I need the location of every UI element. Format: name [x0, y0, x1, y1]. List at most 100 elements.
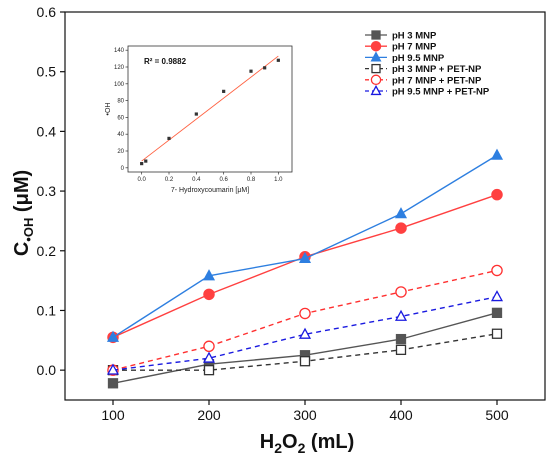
x-axis-title: H2O2 (mL) [260, 431, 355, 456]
series-3 [106, 148, 504, 342]
series-4 [107, 328, 503, 376]
data-point [394, 207, 408, 219]
data-point [491, 188, 503, 201]
x-axis-title-sub2: 2 [298, 440, 306, 456]
data-point [395, 344, 407, 356]
inset-plot: 0.0 0.2 0.4 0.6 0.8 1.0 0 20 40 60 80 100 120 140 R² =… [105, 45, 293, 194]
x-tick-label: 500 [485, 407, 509, 423]
inset-data-point [222, 89, 226, 93]
legend-label: pH 3 MNP [392, 31, 437, 42]
data-point [490, 290, 504, 302]
legend-item: pH 7 MNP [365, 40, 437, 53]
inset-data-point [167, 136, 171, 140]
data-point [490, 148, 504, 160]
data-point [202, 269, 216, 281]
legend-marker [371, 30, 381, 40]
inset-y-tick-label: 0 [121, 166, 125, 172]
data-point [203, 288, 215, 301]
series-6 [106, 290, 504, 375]
inset-y-tick-label: 100 [114, 82, 125, 88]
inset-data-point [249, 69, 253, 73]
data-point [298, 327, 312, 339]
x-axis-title-sub: 2 [274, 440, 282, 456]
inset-fit-line [141, 55, 279, 162]
data-point [107, 378, 119, 389]
x-tick-label: 400 [389, 407, 413, 423]
series-2 [107, 188, 503, 344]
data-point [202, 351, 216, 363]
data-point [491, 264, 503, 277]
y-tick-label: 0.6 [37, 4, 57, 20]
inset-x-tick-label: 1.0 [274, 177, 283, 183]
data-point [203, 340, 215, 353]
inset-data-point [263, 66, 267, 70]
y-axis-title-main: C [11, 242, 33, 256]
y-axis-title-sub: •OH [21, 218, 36, 242]
x-tick-label: 200 [197, 407, 221, 423]
series-line [112, 312, 498, 384]
inset-x-tick-label: 0.0 [137, 177, 146, 183]
data-point [395, 333, 407, 345]
legend-item: pH 3 MNP + PET-NP [365, 63, 482, 75]
inset-x-label: 7- Hydroxycoumarin [μM] [171, 187, 249, 194]
inset-x-tick-label: 0.8 [247, 177, 256, 183]
data-point [395, 286, 407, 298]
y-tick-label: 0.4 [37, 123, 57, 139]
legend-marker [371, 63, 381, 74]
inset-x-tick-label: 0.4 [192, 177, 201, 183]
inset-data-point [144, 159, 148, 163]
y-axis-title-unit: (μM) [11, 170, 33, 218]
data-point [299, 356, 311, 367]
inset-x-tick-label: 0.2 [165, 177, 174, 183]
series-5 [107, 264, 503, 376]
y-tick-label: 0.5 [37, 64, 57, 80]
data-point [298, 251, 312, 264]
data-point [395, 222, 407, 234]
y-tick-label: 0.1 [37, 302, 57, 318]
inset-data-point [276, 58, 280, 62]
y-axis-title: C•OH (μM) [11, 170, 36, 256]
legend-marker [370, 84, 382, 96]
inset-y-tick-label: 20 [117, 149, 124, 155]
inset-y-label: •OH [105, 103, 112, 116]
data-point [106, 330, 120, 342]
series-line [112, 296, 498, 371]
legend-marker [370, 40, 382, 52]
inset-y-tick-label: 120 [114, 65, 125, 71]
legend-item: pH 7 MNP + PET-NP [365, 74, 482, 86]
legend-marker [370, 74, 382, 86]
x-axis-title-main: H [260, 431, 274, 453]
legend-label: pH 7 MNP + PET-NP [392, 75, 482, 86]
legend-label: pH 9.5 MNP + PET-NP [392, 87, 490, 98]
legend-label: pH 9.5 MNP [392, 53, 445, 64]
series-1 [107, 307, 503, 389]
inset-x-tick-label: 0.6 [219, 177, 228, 183]
inset-y-tick-label: 40 [117, 132, 124, 138]
data-point [394, 309, 408, 321]
inset-y-tick-label: 140 [114, 48, 125, 54]
legend-item: pH 9.5 MNP [365, 51, 445, 64]
x-tick-label: 300 [293, 407, 317, 423]
data-point [203, 365, 215, 376]
legend-label: pH 3 MNP + PET-NP [392, 64, 482, 75]
legend-item: pH 9.5 MNP + PET-NP [365, 84, 490, 98]
data-point [106, 363, 120, 375]
x-axis-title-main2: O [282, 431, 298, 453]
data-point [299, 307, 311, 320]
y-tick-label: 0.2 [37, 243, 57, 259]
y-tick-label: 0.0 [37, 362, 57, 378]
inset-y-tick-label: 60 [117, 115, 124, 121]
inset-data-point [194, 112, 198, 116]
inset-y-tick-label: 80 [117, 99, 124, 105]
y-tick-label: 0.3 [37, 183, 57, 199]
inset-data-point [140, 162, 144, 166]
legend-item: pH 3 MNP [365, 30, 437, 42]
legend-label: pH 7 MNP [392, 42, 437, 53]
inset-r2-annotation: R² = 0.9882 [144, 57, 187, 66]
data-point [491, 307, 503, 318]
x-tick-label: 100 [101, 407, 125, 423]
legend-marker [370, 51, 382, 62]
